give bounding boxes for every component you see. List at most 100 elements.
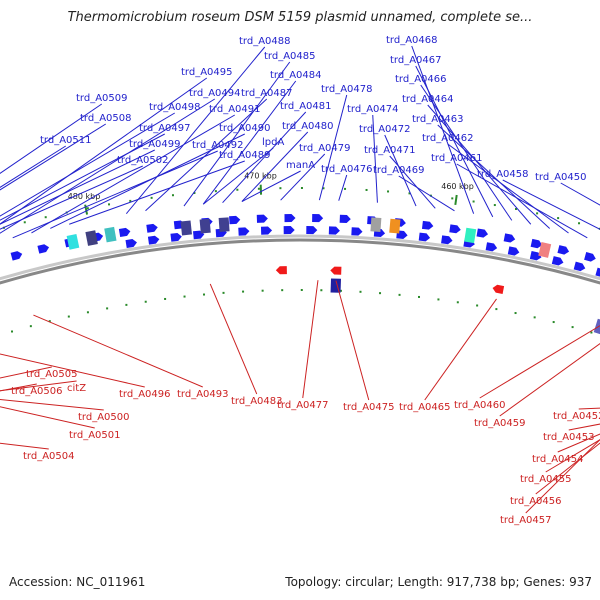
- minor-tick: [456, 301, 459, 304]
- forward-gene: [530, 238, 543, 249]
- reverse-gene-label: trd_A0505: [26, 369, 78, 380]
- reverse-leader-line: [545, 439, 600, 473]
- feature-block: [104, 226, 117, 243]
- forward-gene: [147, 235, 160, 245]
- map-title: Thermomicrobium roseum DSM 5159 plasmid …: [67, 10, 533, 25]
- forward-gene: [260, 226, 273, 235]
- accession-label: Accession: NC_011961: [9, 575, 146, 589]
- reverse-leader-line: [0, 399, 104, 411]
- minor-tick: [451, 197, 454, 200]
- topology-summary: Topology: circular; Length: 917,738 bp; …: [285, 575, 592, 589]
- forward-gene: [170, 232, 182, 242]
- reverse-gene: [492, 284, 505, 294]
- reverse-gene: [330, 266, 342, 275]
- minor-tick: [48, 320, 51, 323]
- forward-gene: [507, 246, 520, 256]
- forward-gene-label: trd_A0488: [239, 36, 291, 47]
- reverse-gene-label: citZ: [67, 383, 86, 394]
- forward-leader-line: [0, 98, 216, 234]
- forward-gene: [229, 215, 241, 225]
- minor-tick: [106, 307, 109, 310]
- forward-gene-label: trd_A0469: [373, 165, 425, 176]
- reverse-leader-line: [535, 442, 600, 495]
- forward-leader-line: [437, 124, 551, 229]
- forward-leader-line: [202, 80, 297, 205]
- forward-gene: [351, 227, 363, 236]
- forward-gene-label: trd_A0464: [402, 94, 454, 105]
- minor-tick: [493, 204, 496, 207]
- minor-tick: [164, 297, 167, 300]
- forward-gene-label: trd_A0502: [117, 155, 169, 166]
- minor-tick: [571, 326, 574, 329]
- reverse-leader-line: [0, 353, 145, 388]
- minor-tick: [150, 196, 153, 199]
- forward-gene: [421, 220, 434, 230]
- forward-gene: [449, 224, 461, 234]
- forward-gene-label: trd_A0489: [219, 150, 271, 161]
- forward-gene-label: trd_A0509: [76, 93, 128, 104]
- minor-tick: [222, 291, 225, 294]
- minor-tick: [86, 207, 89, 210]
- reverse-gene-label: trd_A0501: [69, 430, 121, 441]
- reverse-leader-line: [33, 314, 203, 388]
- minor-tick: [322, 187, 325, 190]
- minor-tick: [300, 187, 303, 190]
- forward-gene-label: trd_A0463: [412, 114, 464, 125]
- forward-leader-line: [318, 94, 348, 201]
- forward-gene: [238, 227, 250, 236]
- reverse-leader-line: [0, 366, 52, 379]
- forward-leader-line: [0, 112, 176, 217]
- forward-leader-line: [427, 104, 532, 225]
- feature-block: [330, 278, 342, 293]
- minor-tick: [437, 298, 440, 301]
- reverse-gene-label: trd_A0457: [500, 515, 552, 526]
- forward-leader-line: [241, 170, 301, 202]
- minor-tick: [125, 303, 128, 306]
- minor-tick: [557, 217, 560, 220]
- forward-gene-label: trd_A0476: [321, 164, 373, 175]
- forward-gene-label: trd_A0484: [270, 70, 322, 81]
- reverse-gene-label: trd_A0460: [454, 400, 506, 411]
- forward-gene-label: trd_A0485: [264, 51, 316, 62]
- forward-gene: [10, 251, 23, 261]
- forward-leader-line: [456, 163, 588, 239]
- reverse-leader-line: [302, 280, 319, 399]
- forward-gene-label: trd_A0478: [321, 84, 373, 95]
- forward-gene: [118, 227, 131, 237]
- minor-tick: [365, 188, 368, 191]
- reverse-leader-line: [209, 283, 258, 395]
- reverse-gene-label: trd_A0455: [520, 474, 572, 485]
- minor-tick: [514, 312, 517, 315]
- reverse-leader-line: [0, 406, 95, 429]
- forward-leader-line: [338, 174, 348, 201]
- feature-block: [538, 241, 552, 258]
- forward-gene-label: manA: [286, 160, 315, 171]
- reverse-leader-line: [424, 298, 497, 401]
- minor-tick: [418, 295, 421, 298]
- forward-gene: [146, 223, 158, 233]
- forward-gene-label: trd_A0472: [359, 124, 411, 135]
- minor-tick: [281, 289, 284, 292]
- reverse-gene-label: trd_A0500: [78, 412, 130, 423]
- minor-tick: [398, 293, 401, 296]
- forward-gene: [306, 226, 318, 235]
- minor-tick: [236, 188, 239, 191]
- reverse-leader-line: [525, 439, 600, 514]
- scale-tick-label: 470 kbp: [244, 172, 277, 181]
- forward-gene: [476, 228, 489, 238]
- minor-tick: [472, 200, 475, 203]
- forward-gene: [418, 232, 431, 242]
- forward-gene: [125, 239, 137, 249]
- forward-gene: [441, 235, 453, 245]
- forward-leader-line: [420, 84, 513, 221]
- forward-gene: [328, 226, 340, 235]
- reverse-leader-line: [499, 342, 600, 417]
- feature-block: [218, 217, 230, 232]
- minor-tick: [476, 304, 479, 307]
- forward-leader-line: [502, 179, 600, 230]
- forward-gene-label: trd_A0450: [535, 172, 587, 183]
- forward-gene: [284, 214, 296, 223]
- minor-tick: [23, 221, 26, 224]
- minor-tick: [359, 290, 362, 293]
- minor-tick: [171, 194, 174, 197]
